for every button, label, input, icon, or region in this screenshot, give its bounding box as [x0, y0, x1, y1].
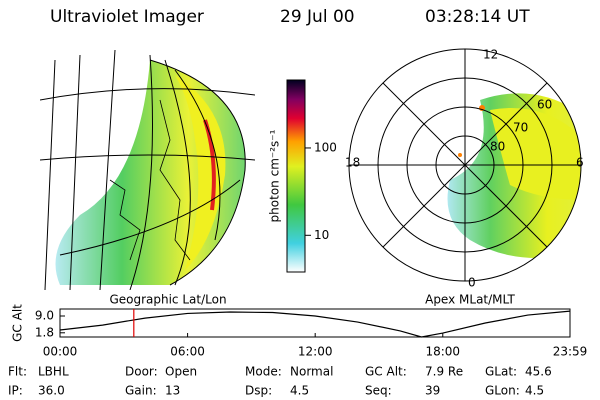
- y-tick-label: 1.8: [35, 325, 54, 339]
- colorbar: [286, 79, 306, 273]
- info-label: GLon:: [485, 384, 520, 398]
- info-value: 7.9 Re: [425, 365, 463, 379]
- geo-label: Geographic Lat/Lon: [109, 293, 226, 307]
- info-value: 36.0: [38, 384, 65, 398]
- info-value: LBHL: [38, 365, 69, 379]
- info-label: GLat:: [485, 365, 517, 379]
- info-value: 4.5: [290, 384, 309, 398]
- info-value: 45.6: [525, 365, 552, 379]
- mlt-label: 0: [468, 276, 476, 290]
- info-label: Door:: [125, 365, 158, 379]
- geo-image: [40, 50, 255, 290]
- info-value: 4.5: [525, 384, 544, 398]
- polar-image: [447, 93, 581, 258]
- title: Ultraviolet Imager: [50, 7, 204, 27]
- info-label: Flt:: [8, 365, 27, 379]
- time: 03:28:14 UT: [425, 7, 530, 27]
- info-label: GC Alt:: [365, 365, 407, 379]
- colorbar-tick-label: 10: [314, 228, 329, 242]
- date: 29 Jul 00: [280, 7, 355, 27]
- info-value: 39: [425, 384, 440, 398]
- plot-frame: [59, 308, 571, 338]
- info-value: Open: [165, 365, 197, 379]
- info-label: Dsp:: [245, 384, 272, 398]
- x-tick-label: 23:59: [553, 345, 588, 359]
- mlt-label: 18: [345, 156, 360, 170]
- info-label: Seq:: [365, 384, 392, 398]
- mlt-label: 12: [483, 48, 498, 62]
- x-tick-label: 12:00: [298, 345, 333, 359]
- x-tick-label: 00:00: [43, 345, 78, 359]
- colorbar-tick-label: 100: [314, 140, 337, 154]
- lat-label: 60: [537, 98, 552, 112]
- info-value: Normal: [290, 365, 333, 379]
- x-tick-label: 18:00: [425, 345, 460, 359]
- colorbar-label: photon cm⁻²s⁻¹: [268, 129, 282, 222]
- info-label: IP:: [8, 384, 23, 398]
- info-value: 13: [165, 384, 180, 398]
- lat-label: 70: [513, 121, 528, 135]
- info-label: Gain:: [125, 384, 157, 398]
- polar-grid: [348, 48, 582, 282]
- y-axis-label: GC Alt: [11, 304, 25, 342]
- lat-label: 80: [490, 140, 505, 154]
- y-tick-label: 9.0: [35, 309, 54, 323]
- mlt-label: 6: [576, 156, 584, 170]
- altitude-line: [59, 310, 571, 338]
- polar-label: Apex MLat/MLT: [425, 293, 515, 307]
- x-tick-label: 06:00: [170, 345, 205, 359]
- info-label: Mode:: [245, 365, 282, 379]
